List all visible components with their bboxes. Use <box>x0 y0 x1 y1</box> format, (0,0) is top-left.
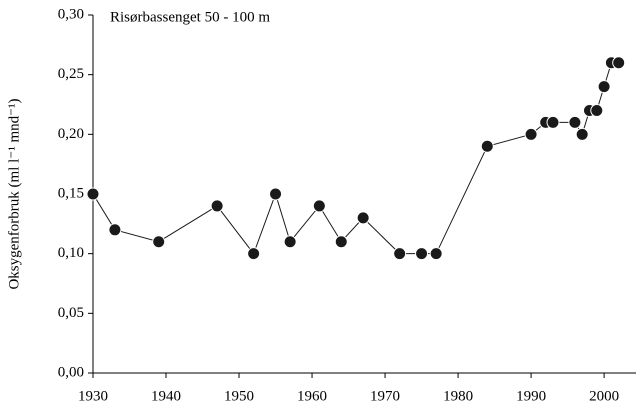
point <box>429 247 443 261</box>
point <box>393 247 407 261</box>
point <box>597 80 611 94</box>
point <box>546 115 560 129</box>
point <box>334 235 348 249</box>
annotation: Risørbassenget 50 - 100 m <box>110 9 270 25</box>
point <box>86 187 100 201</box>
point <box>415 247 429 261</box>
point <box>247 247 261 261</box>
x-tick-label: 1990 <box>516 388 546 404</box>
y-tick-label: 0,25 <box>58 66 84 82</box>
point <box>312 199 326 213</box>
point <box>575 127 589 141</box>
y-tick-label: 0,05 <box>58 305 84 321</box>
x-tick-label: 1940 <box>151 388 181 404</box>
y-tick-label: 0,00 <box>58 364 84 380</box>
y-axis-label: Oksygenforbruk (ml l⁻¹ mnd⁻¹) <box>6 98 22 289</box>
point <box>152 235 166 249</box>
line <box>92 62 619 255</box>
x-tick-label: 1960 <box>297 388 327 404</box>
y-tick-label: 0,20 <box>58 126 84 142</box>
point <box>524 127 538 141</box>
point <box>612 56 626 70</box>
point <box>283 235 297 249</box>
y-tick-label: 0,30 <box>58 6 84 22</box>
x-tick-label: 1970 <box>370 388 400 404</box>
point <box>568 115 582 129</box>
point <box>480 139 494 153</box>
point <box>590 103 604 117</box>
point <box>108 223 122 237</box>
x-tick-label: 1980 <box>443 388 473 404</box>
x-tick-label: 1950 <box>224 388 254 404</box>
y-tick-label: 0,15 <box>58 185 84 201</box>
x-tick-label: 1930 <box>78 388 108 404</box>
point <box>269 187 283 201</box>
x-tick-label: 2000 <box>589 388 619 404</box>
point <box>356 211 370 225</box>
y-tick-label: 0,10 <box>58 245 84 261</box>
point <box>210 199 224 213</box>
